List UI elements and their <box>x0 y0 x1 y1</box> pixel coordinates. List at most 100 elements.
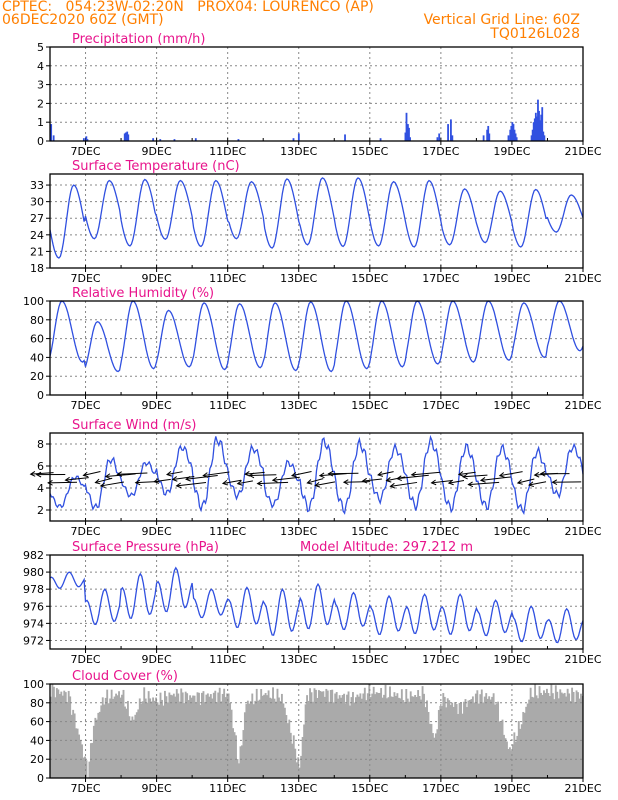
cloud-bar <box>94 717 97 778</box>
wind-xtick-label-2: 11DEC <box>209 525 246 538</box>
cloud-bar <box>352 692 354 778</box>
pres-ytick-label-1: 974 <box>23 617 44 630</box>
cloud-bar <box>171 695 174 778</box>
cloud-bar <box>578 698 581 778</box>
cloud-bar <box>306 695 309 778</box>
cloud-bar <box>433 737 436 778</box>
cloud-bar <box>421 686 424 778</box>
cloud-bar <box>325 688 328 778</box>
cloud-bar <box>317 690 320 778</box>
cloud-bar <box>522 711 525 778</box>
cloud-bar <box>449 704 452 778</box>
rh-ytick-label-1: 20 <box>30 370 44 383</box>
wind-arrow <box>154 478 171 483</box>
wind-arrow <box>431 480 453 484</box>
wind-ytick-label-3: 8 <box>37 438 44 451</box>
cloud-bar <box>529 687 532 778</box>
cloud-bar <box>338 695 341 778</box>
wind-arrow-head <box>467 481 474 488</box>
cloud-bar <box>288 719 291 778</box>
cloud-bar <box>414 695 417 778</box>
cloud-bar <box>316 697 319 778</box>
precip-xtick-label-5: 17DEC <box>422 145 459 158</box>
cloud-bar <box>437 709 440 778</box>
cloud-bar <box>98 711 101 778</box>
cloud-bar <box>349 705 351 778</box>
cloud-bar <box>571 687 574 778</box>
cloud-bar <box>356 694 359 778</box>
cloud-bar <box>326 690 329 778</box>
cloud-bar <box>562 693 565 778</box>
cloud-bar <box>559 689 562 778</box>
wind-arrow-head <box>430 479 437 486</box>
wind-arrow <box>172 476 195 480</box>
cloud-bar <box>243 712 246 778</box>
cloud-bar <box>423 693 425 778</box>
wind-arrow <box>203 471 230 477</box>
cloud-bar <box>335 692 338 778</box>
cloud-bar <box>548 696 551 778</box>
precip-bar <box>513 129 516 141</box>
cloud-bar <box>313 688 316 778</box>
temp-ytick-label-5: 33 <box>30 179 44 192</box>
header-line1: CPTEC: 054:23W-02:20N PROX04: LOURENCO (… <box>2 0 374 15</box>
cloud-bar <box>451 702 454 778</box>
cloud-bar <box>275 701 277 778</box>
wind-arrow-head <box>153 478 160 484</box>
wind-arrow-head <box>236 480 243 486</box>
wind-arrow-head <box>533 471 540 478</box>
cloud-bar <box>442 693 445 778</box>
wind-arrow-head <box>116 471 123 477</box>
cloud-bar <box>430 723 433 778</box>
wind-arrow-head <box>185 475 191 482</box>
cloud-bar <box>121 694 123 778</box>
cloud-bar <box>359 693 362 778</box>
wind-arrow-head <box>306 479 313 485</box>
precip-xtick-label-3: 13DEC <box>280 145 317 158</box>
cloud-bar <box>238 763 240 778</box>
pres-xtick-label-1: 9DEC <box>142 653 172 666</box>
cloud-bar <box>115 693 118 778</box>
cloud-bar <box>350 697 353 778</box>
cloud-bar <box>223 688 226 778</box>
precip-ytick-label-1: 1 <box>37 116 44 129</box>
cloud-bar <box>118 691 120 778</box>
cloud-bar <box>245 704 248 778</box>
precip-bar <box>194 138 197 141</box>
cloud-bar <box>202 691 205 778</box>
wind-line <box>49 434 584 516</box>
cloud-bar <box>128 716 131 778</box>
cloud-bar <box>476 690 479 778</box>
wind-arrow-head <box>134 479 141 486</box>
pres-xtick-label-3: 13DEC <box>280 653 317 666</box>
cloud-bar <box>67 690 70 778</box>
cloud-bar <box>461 713 464 778</box>
cloud-bar <box>304 704 307 778</box>
precip-bar <box>540 114 543 141</box>
cloud-bar <box>84 756 86 778</box>
cloud-xtick-label-4: 15DEC <box>351 782 388 795</box>
temp-xtick-label-7: 21DEC <box>564 272 601 285</box>
temp-line <box>49 177 584 259</box>
precip-bar <box>292 138 295 141</box>
wind-arrow-head <box>410 471 417 478</box>
precip-ytick-label-3: 3 <box>37 79 44 92</box>
cloud-bar <box>560 692 563 778</box>
cloud-bar <box>61 695 64 778</box>
precip-bar <box>536 116 538 141</box>
cloud-bar <box>218 687 221 778</box>
cloud-bar <box>467 700 470 778</box>
precip-bar <box>237 139 240 141</box>
cloud-bar <box>463 701 465 778</box>
cloud-bar <box>403 702 406 778</box>
wind-arrow <box>166 471 183 476</box>
rh-ytick-label-3: 60 <box>30 333 44 346</box>
cloud-bar <box>146 702 149 778</box>
wind-arrow-head <box>47 479 53 486</box>
cloud-bar <box>337 698 340 778</box>
cloud-xtick-label-3: 13DEC <box>280 782 317 795</box>
cloud-bar <box>109 698 112 778</box>
precip-bar <box>297 133 300 141</box>
cloud-bar <box>503 734 505 778</box>
cloud-bar <box>541 694 544 778</box>
